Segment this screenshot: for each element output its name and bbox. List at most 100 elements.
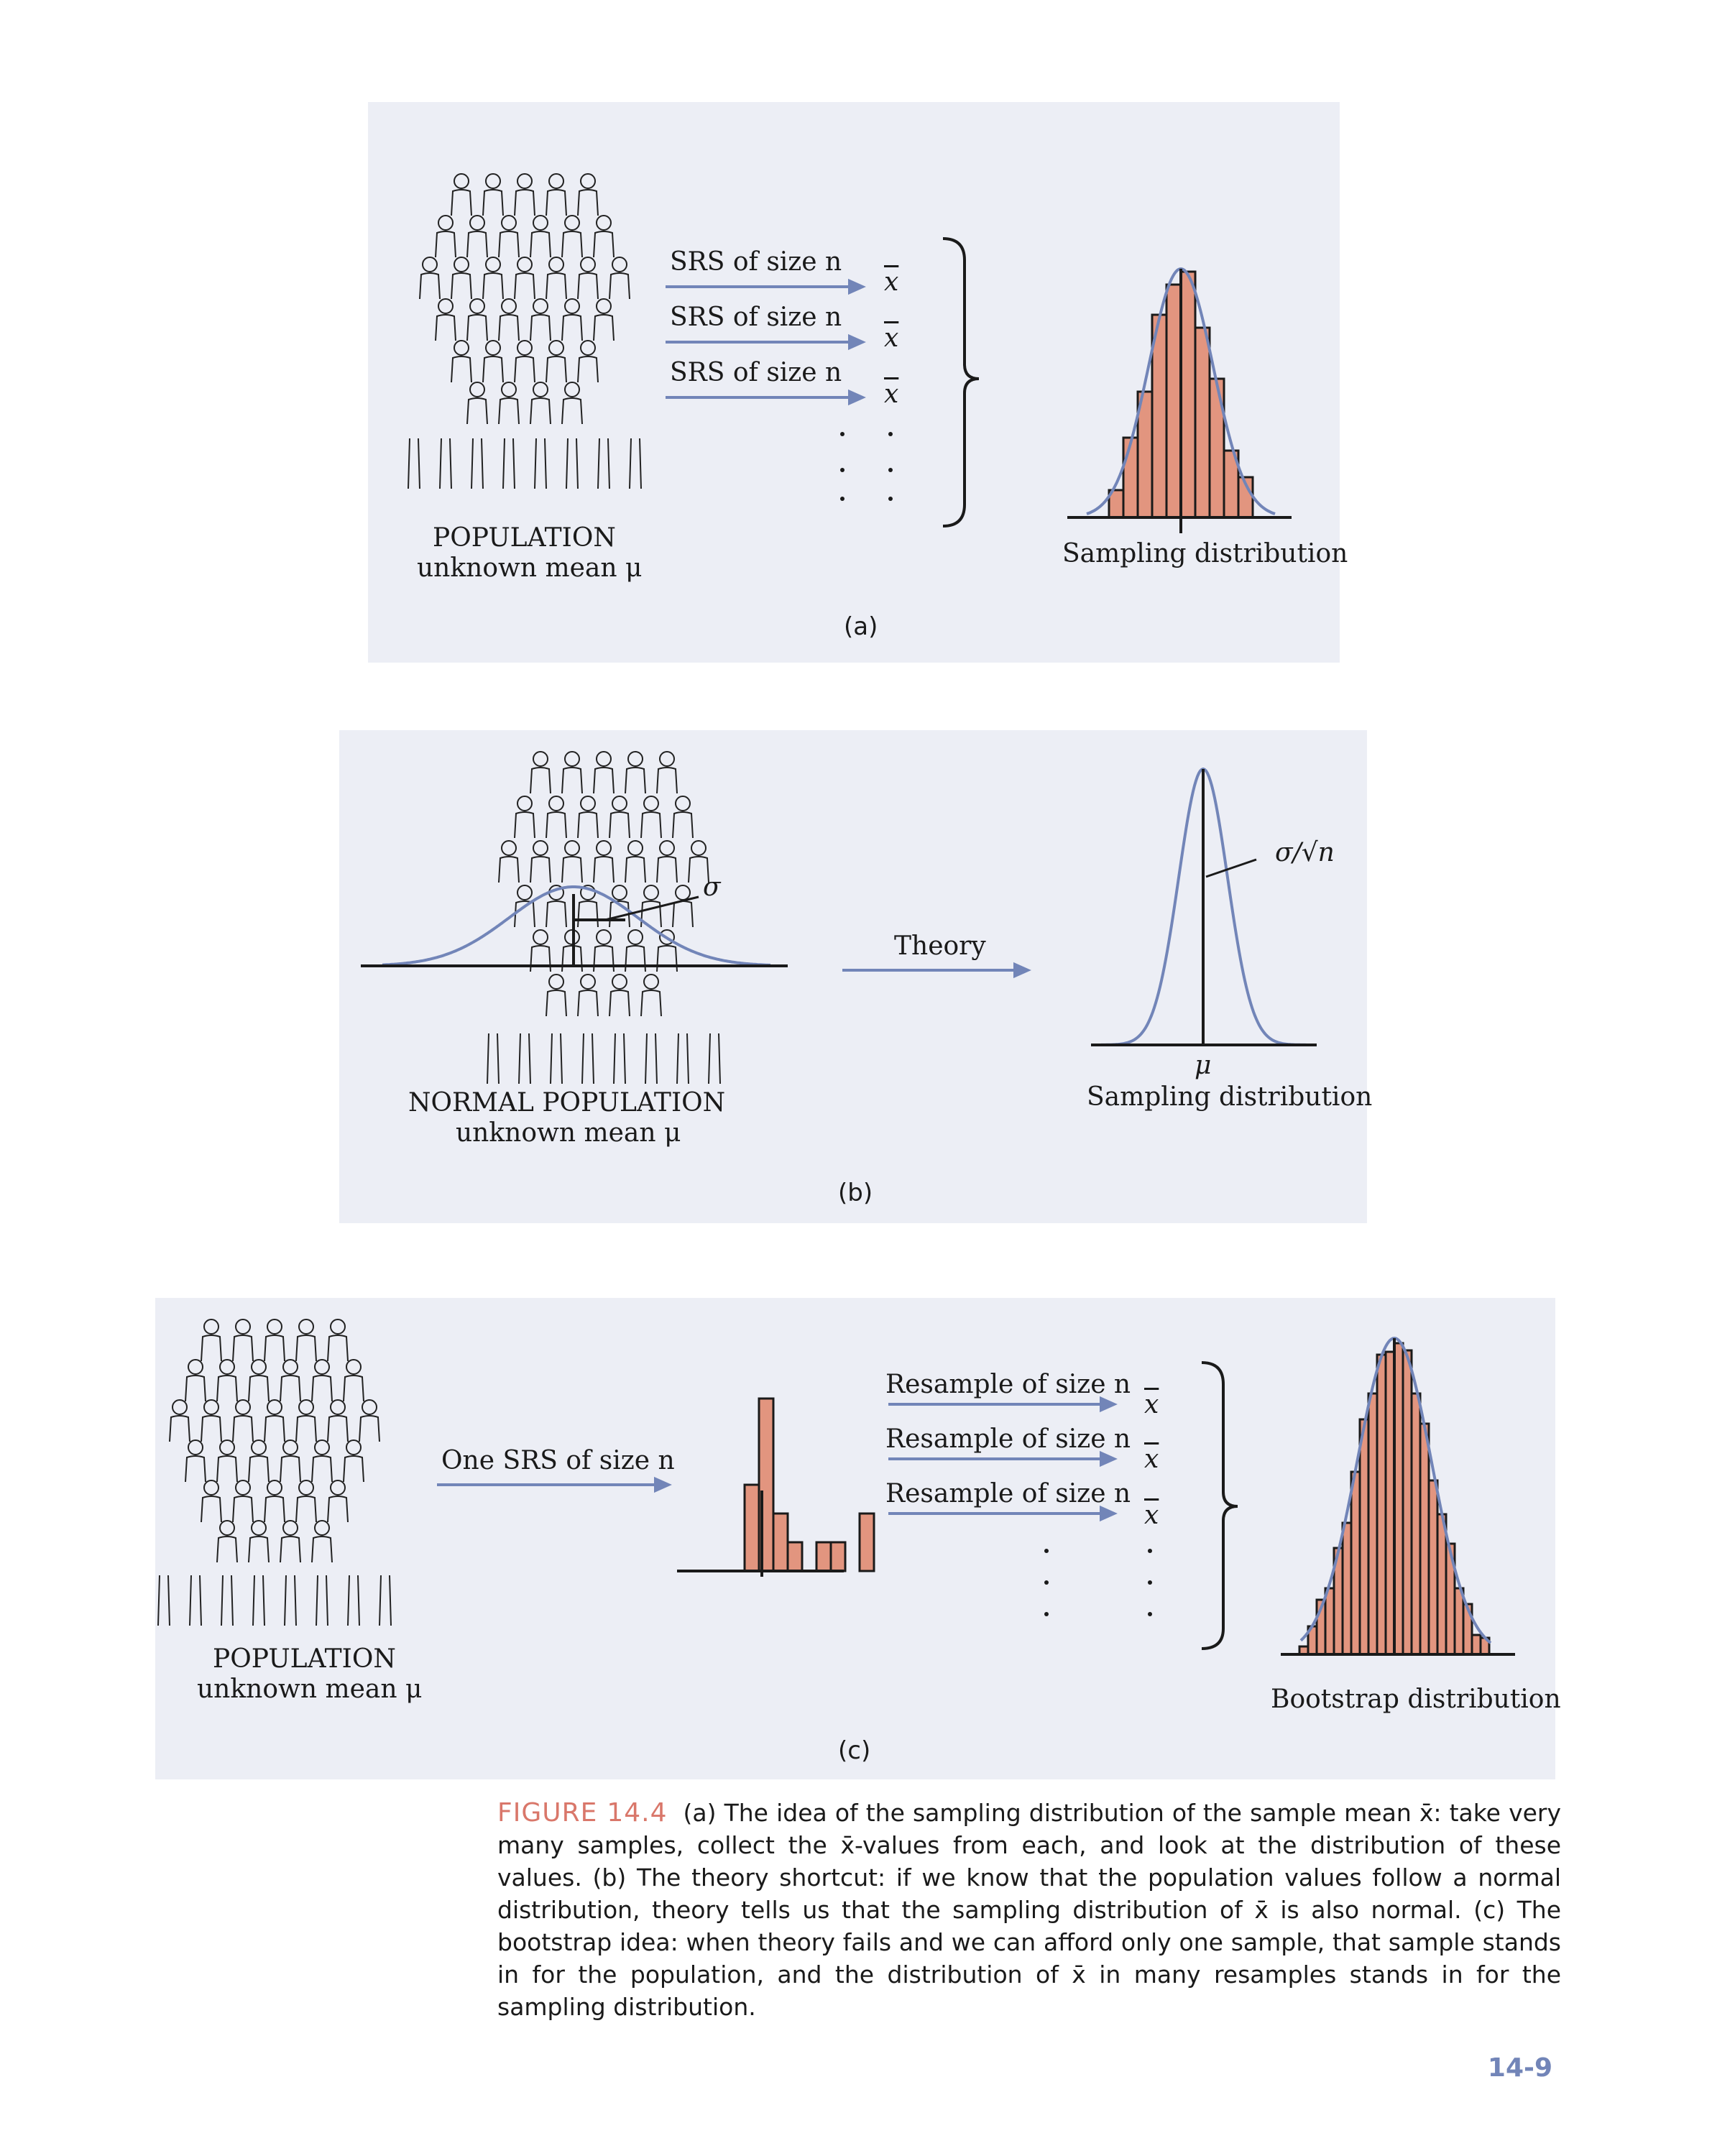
person-body (295, 1415, 317, 1442)
person-head (298, 1480, 314, 1496)
person-body (561, 767, 583, 794)
person-head (330, 1319, 346, 1335)
sample-histogram-bar (743, 1483, 760, 1572)
person-head (219, 1359, 235, 1375)
person-head (596, 215, 612, 231)
person-body (343, 1375, 364, 1402)
person-head (172, 1399, 188, 1415)
person-head (251, 1439, 267, 1455)
population-subtitle: unknown mean μ (456, 1118, 681, 1148)
person-head (438, 298, 454, 314)
person-head (346, 1359, 362, 1375)
person-head (596, 298, 612, 314)
person-head (330, 1399, 346, 1415)
person-body (498, 231, 520, 258)
person-head (612, 885, 627, 900)
person-head (580, 974, 596, 990)
person-body (593, 767, 615, 794)
person-body (593, 856, 615, 883)
person-legs (189, 1575, 202, 1626)
person-body (451, 356, 472, 383)
person-body (451, 189, 472, 216)
person-body (185, 1455, 206, 1483)
person-body (248, 1536, 270, 1563)
person-head (203, 1399, 219, 1415)
person-body (656, 856, 678, 883)
person-body (625, 856, 646, 883)
person-legs (252, 1575, 265, 1626)
person-body (311, 1455, 333, 1483)
person-head (298, 1399, 314, 1415)
srs-arrows (666, 278, 866, 406)
person-head (501, 298, 517, 314)
person-body (577, 356, 599, 383)
bootstrap-histogram (1298, 1342, 1491, 1656)
person-body (280, 1536, 301, 1563)
bootstrap-histogram-bar (1376, 1353, 1387, 1656)
person-body (201, 1335, 222, 1362)
person-head (517, 885, 533, 900)
person-head (548, 173, 564, 189)
person-head (643, 885, 659, 900)
panel-b-graphics (361, 751, 1317, 1084)
person-body (609, 272, 630, 300)
person-head (548, 340, 564, 356)
person-body (466, 314, 488, 341)
person-body (514, 356, 535, 383)
person-body (201, 1496, 222, 1523)
person-body (688, 856, 709, 883)
panel-c: One SRS of size n Resample of size n Res… (155, 1298, 1561, 1779)
person-head (485, 257, 501, 272)
person-body (248, 1455, 270, 1483)
person-head (627, 929, 643, 945)
person-body (327, 1335, 349, 1362)
person-head (533, 382, 548, 397)
population-subtitle: unknown mean μ (417, 553, 643, 583)
xbar-2: x (884, 323, 899, 353)
person-head (251, 1520, 267, 1536)
bootstrap-histogram-bar (1367, 1392, 1379, 1656)
person-body (359, 1415, 380, 1442)
person-body (577, 272, 599, 300)
person-head (580, 173, 596, 189)
person-head (659, 840, 675, 856)
person-head (469, 298, 485, 314)
population-title: NORMAL POPULATION (408, 1088, 726, 1118)
person-legs (534, 438, 547, 489)
person-body (514, 811, 535, 839)
sigma-label: σ (703, 872, 721, 902)
srs-label-3: SRS of size n (670, 358, 842, 387)
person-body (593, 945, 615, 972)
person-head (580, 257, 596, 272)
person-legs (316, 1575, 328, 1626)
person-head (580, 340, 596, 356)
person-body (546, 811, 567, 839)
person-body (546, 356, 567, 383)
ellipsis-dots (840, 432, 893, 501)
person-legs (613, 1033, 626, 1084)
crowd-illustration (408, 173, 642, 489)
person-head (596, 751, 612, 767)
person-head (580, 796, 596, 811)
person-head (282, 1520, 298, 1536)
person-head (564, 382, 580, 397)
person-head (298, 1319, 314, 1335)
person-body (577, 811, 599, 839)
sampling-histogram-bar (1122, 436, 1139, 519)
person-body (311, 1536, 333, 1563)
sample-histogram (743, 1397, 875, 1572)
person-head (314, 1439, 330, 1455)
person-head (188, 1439, 203, 1455)
sample-histogram-bar (858, 1512, 875, 1572)
person-head (346, 1439, 362, 1455)
person-body (295, 1335, 317, 1362)
person-body (577, 900, 599, 928)
person-body (546, 272, 567, 300)
bootstrap-histogram-bar (1350, 1470, 1361, 1656)
person-body (498, 314, 520, 341)
bootstrap-histogram-bar (1324, 1587, 1335, 1656)
person-head (501, 382, 517, 397)
person-head (548, 974, 564, 990)
panel-b: σ σ/√n Theory μ NORMAL POPULATION unknow… (339, 730, 1372, 1223)
person-head (533, 929, 548, 945)
